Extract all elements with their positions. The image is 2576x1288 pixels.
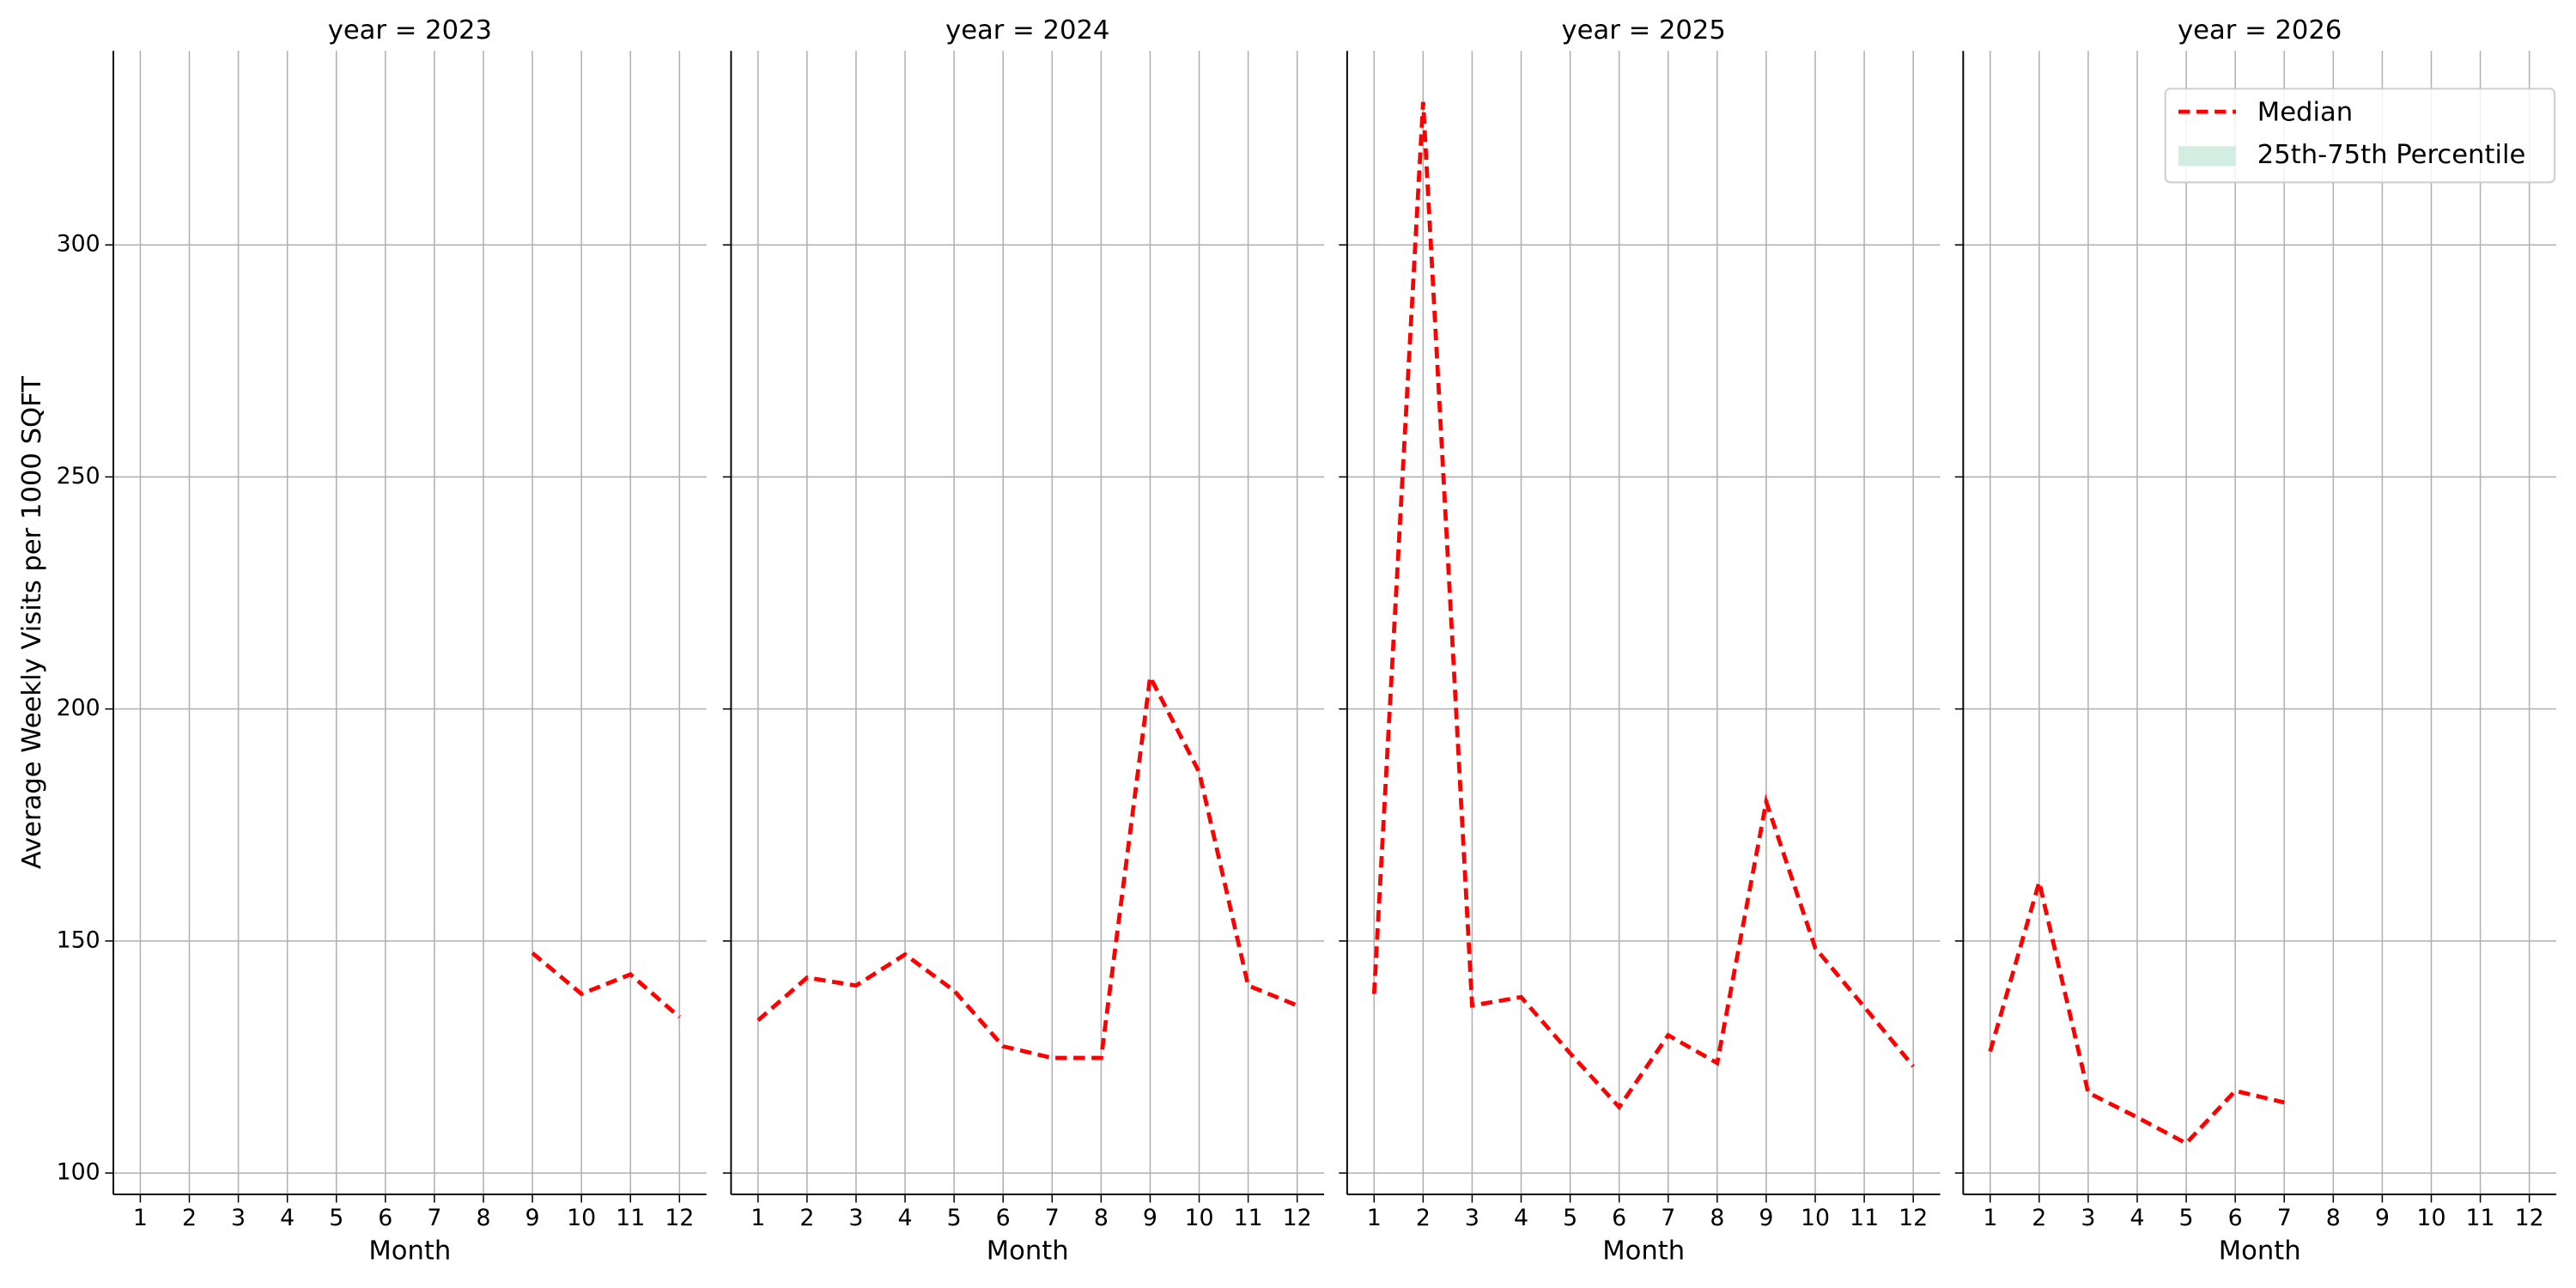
x-tick-label: 8 bbox=[1094, 1205, 1109, 1231]
y-tick-label: 150 bbox=[57, 927, 100, 953]
x-tick-label: 10 bbox=[1185, 1205, 1214, 1231]
x-tick-label: 12 bbox=[665, 1205, 694, 1231]
x-tick-label: 11 bbox=[1234, 1205, 1263, 1231]
y-axis-label: Average Weekly Visits per 1000 SQFT bbox=[17, 376, 47, 869]
x-tick-label: 9 bbox=[2375, 1205, 2390, 1231]
x-tick-label: 9 bbox=[1143, 1205, 1157, 1231]
x-axis-label: Month bbox=[987, 1236, 1069, 1266]
median-line bbox=[531, 951, 681, 1019]
x-tick-label: 6 bbox=[996, 1205, 1011, 1231]
x-tick-label: 1 bbox=[1983, 1205, 1997, 1231]
x-tick-label: 11 bbox=[1850, 1205, 1879, 1231]
x-tick-label: 11 bbox=[616, 1205, 645, 1231]
median-line bbox=[1371, 101, 1916, 1111]
x-tick-label: 2 bbox=[799, 1205, 814, 1231]
x-tick-label: 6 bbox=[2228, 1205, 2243, 1231]
x-tick-label: 9 bbox=[526, 1205, 540, 1231]
x-tick-label: 4 bbox=[2129, 1205, 2144, 1231]
x-tick-label: 4 bbox=[280, 1205, 295, 1231]
x-tick-label: 5 bbox=[947, 1205, 962, 1231]
x-tick-label: 7 bbox=[427, 1205, 441, 1231]
panel-title: year = 2023 bbox=[328, 15, 492, 46]
x-tick-label: 12 bbox=[1283, 1205, 1312, 1231]
legend-label: Median bbox=[2257, 98, 2353, 128]
x-tick-label: 8 bbox=[476, 1205, 490, 1231]
y-tick-label: 300 bbox=[57, 231, 100, 258]
median-line bbox=[756, 670, 1298, 1060]
y-tick-label: 200 bbox=[57, 695, 100, 721]
x-tick-label: 8 bbox=[1710, 1205, 1724, 1231]
x-tick-label: 12 bbox=[1899, 1205, 1928, 1231]
x-tick-label: 2 bbox=[2032, 1205, 2046, 1231]
x-tick-label: 1 bbox=[133, 1205, 148, 1231]
x-tick-label: 1 bbox=[1367, 1205, 1382, 1231]
x-tick-label: 5 bbox=[2179, 1205, 2194, 1231]
x-tick-label: 3 bbox=[848, 1205, 863, 1231]
x-tick-label: 6 bbox=[1612, 1205, 1626, 1231]
x-tick-label: 9 bbox=[1759, 1205, 1773, 1231]
panel-title: year = 2026 bbox=[2178, 15, 2342, 46]
x-tick-label: 8 bbox=[2326, 1205, 2341, 1231]
x-axis-label: Month bbox=[2219, 1236, 2301, 1266]
x-tick-label: 10 bbox=[2416, 1205, 2445, 1231]
x-tick-label: 7 bbox=[1661, 1205, 1675, 1231]
panel-title: year = 2025 bbox=[1562, 15, 1726, 46]
panel-title: year = 2024 bbox=[945, 15, 1109, 46]
legend-band bbox=[2178, 146, 2236, 167]
x-tick-label: 3 bbox=[2081, 1205, 2095, 1231]
x-tick-label: 3 bbox=[1465, 1205, 1479, 1231]
x-tick-label: 4 bbox=[898, 1205, 913, 1231]
legend-label: 25th-75th Percentile bbox=[2257, 140, 2526, 170]
x-tick-label: 10 bbox=[1801, 1205, 1830, 1231]
legend-box bbox=[2164, 88, 2556, 184]
x-tick-label: 3 bbox=[231, 1205, 246, 1231]
x-tick-label: 6 bbox=[378, 1205, 392, 1231]
x-axis-label: Month bbox=[368, 1236, 451, 1266]
x-tick-label: 5 bbox=[329, 1205, 343, 1231]
x-axis-label: Month bbox=[1602, 1236, 1685, 1266]
y-tick-label: 250 bbox=[57, 463, 100, 489]
x-tick-label: 4 bbox=[1514, 1205, 1528, 1231]
x-tick-label: 11 bbox=[2466, 1205, 2495, 1231]
x-tick-label: 7 bbox=[2277, 1205, 2292, 1231]
x-tick-label: 12 bbox=[2515, 1205, 2544, 1231]
x-tick-label: 7 bbox=[1045, 1205, 1060, 1231]
x-tick-label: 2 bbox=[182, 1205, 197, 1231]
x-tick-label: 10 bbox=[567, 1205, 596, 1231]
x-tick-label: 5 bbox=[1563, 1205, 1577, 1231]
x-tick-label: 2 bbox=[1416, 1205, 1431, 1231]
x-tick-label: 1 bbox=[750, 1205, 765, 1231]
y-tick-label: 100 bbox=[57, 1159, 100, 1186]
